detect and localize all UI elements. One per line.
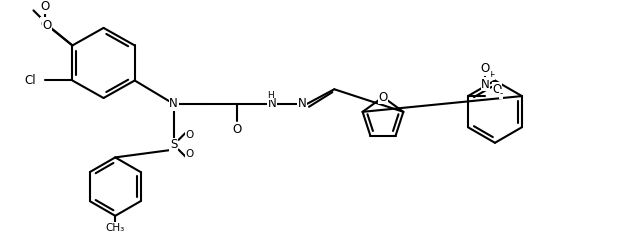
Text: O: O bbox=[185, 150, 193, 159]
Text: +: + bbox=[487, 70, 494, 79]
Text: N: N bbox=[268, 97, 276, 110]
Text: N: N bbox=[481, 78, 490, 91]
Text: O: O bbox=[378, 91, 387, 104]
Text: Cl: Cl bbox=[25, 74, 36, 87]
Text: H: H bbox=[266, 92, 273, 101]
Text: O: O bbox=[492, 83, 502, 96]
Text: O: O bbox=[481, 62, 490, 75]
Text: O: O bbox=[185, 130, 193, 140]
Text: CH₃: CH₃ bbox=[106, 222, 125, 232]
Text: S: S bbox=[170, 138, 177, 151]
Text: O: O bbox=[41, 17, 50, 31]
Text: N: N bbox=[169, 97, 178, 110]
Text: O: O bbox=[233, 123, 242, 136]
Text: -: - bbox=[499, 90, 503, 99]
Text: O: O bbox=[43, 19, 52, 32]
Text: H: H bbox=[267, 91, 274, 100]
Text: N: N bbox=[169, 97, 178, 110]
Text: O: O bbox=[41, 0, 50, 13]
Text: N: N bbox=[298, 97, 307, 110]
